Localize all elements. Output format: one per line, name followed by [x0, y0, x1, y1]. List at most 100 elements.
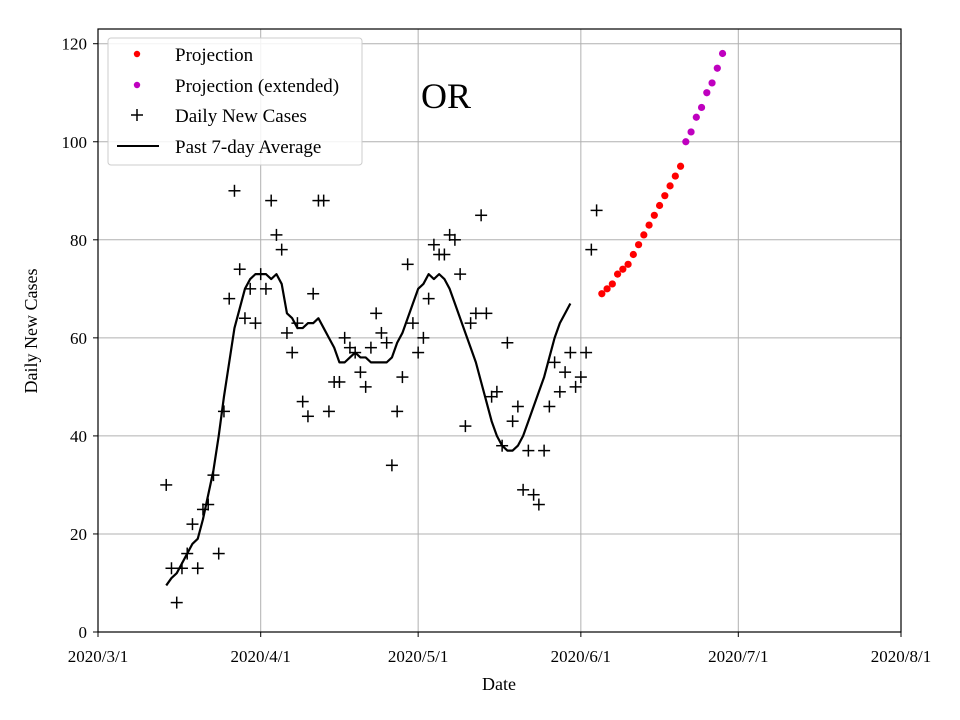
x-tick-label: 2020/5/1 — [388, 647, 448, 666]
x-tick-label: 2020/8/1 — [871, 647, 931, 666]
daily-case-point — [459, 420, 472, 433]
projection-point — [629, 250, 637, 259]
daily-case-point — [448, 233, 461, 246]
projection-point — [666, 182, 674, 190]
projection-point — [624, 260, 632, 268]
daily-case-point — [412, 346, 425, 359]
daily-case-point — [160, 478, 173, 491]
daily-case-point — [191, 562, 204, 575]
chart-title: OR — [421, 76, 471, 116]
x-tick-label: 2020/3/1 — [68, 647, 128, 666]
daily-case-point — [538, 444, 551, 457]
daily-case-point — [527, 488, 540, 501]
y-tick-label: 0 — [79, 623, 88, 642]
daily-case-point — [359, 380, 372, 393]
projection-point — [613, 270, 622, 278]
daily-case-point — [265, 194, 278, 207]
daily-case-point — [475, 209, 488, 222]
daily-case-point — [532, 498, 545, 511]
daily-case-point — [233, 263, 246, 276]
daily-case-point — [569, 380, 582, 393]
projection-extended-point — [682, 138, 690, 146]
daily-case-point — [553, 385, 566, 398]
projection-point — [640, 231, 648, 239]
projection-point — [671, 172, 679, 180]
x-tick-label: 2020/4/1 — [230, 647, 290, 666]
legend-projection-label: Projection — [175, 45, 254, 66]
daily-case-point — [454, 268, 467, 281]
legend: Projection Projection (extended) Daily N… — [107, 37, 363, 166]
daily-case-point — [223, 292, 236, 305]
daily-case-point — [380, 336, 393, 349]
projection-extended-point — [692, 113, 700, 121]
daily-case-point — [548, 356, 561, 369]
daily-case-point — [438, 248, 451, 261]
daily-case-point — [511, 400, 524, 413]
daily-case-point — [469, 307, 482, 320]
daily-case-point — [396, 371, 409, 384]
legend-box — [107, 37, 363, 166]
daily-case-point — [170, 596, 183, 609]
daily-case-point — [564, 346, 577, 359]
projection-extended-point — [708, 79, 716, 87]
daily-case-point — [244, 282, 257, 295]
projection-point — [634, 241, 643, 249]
axis-ticks: 2020/3/1 2020/4/1 2020/5/1 2020/6/1 2020/7/1… — [62, 35, 932, 666]
daily-case-point — [249, 317, 262, 330]
daily-case-point — [343, 341, 356, 354]
projection-extended-point — [718, 49, 727, 58]
daily-case-point — [270, 228, 283, 241]
projection-point — [603, 285, 611, 293]
y-tick-label: 20 — [70, 525, 87, 544]
daily-case-point — [391, 405, 404, 418]
daily-case-point — [506, 415, 519, 428]
daily-case-point — [464, 317, 477, 330]
daily-case-point — [275, 243, 288, 256]
y-tick-label: 100 — [62, 133, 88, 152]
daily-case-point — [286, 346, 299, 359]
daily-case-point — [280, 326, 293, 339]
daily-case-point — [217, 405, 230, 418]
projection-extended-point — [687, 128, 695, 136]
projection-point — [661, 192, 669, 200]
legend-projection-extended-label: Projection (extended) — [175, 76, 339, 97]
daily-case-point — [370, 307, 383, 320]
y-tick-label: 60 — [70, 329, 87, 348]
projection-point — [650, 211, 658, 219]
plot-marks — [160, 49, 727, 609]
daily-case-point — [480, 307, 493, 320]
daily-case-point — [401, 258, 414, 271]
legend-average-label: Past 7-day Average — [175, 137, 321, 158]
y-tick-label: 80 — [70, 231, 87, 250]
daily-case-point — [317, 194, 330, 207]
plot-frame — [97, 28, 902, 633]
daily-case-point — [333, 375, 346, 388]
past-7-day-average-line — [165, 273, 572, 587]
daily-case-point — [375, 326, 388, 339]
daily-case-point — [301, 410, 314, 423]
projection-point — [645, 221, 653, 229]
daily-case-point — [202, 498, 215, 511]
legend-daily-cases-label: Daily New Cases — [175, 106, 307, 127]
projection-point — [655, 201, 664, 210]
daily-case-point — [580, 346, 593, 359]
daily-case-point — [485, 390, 498, 403]
daily-case-point — [196, 503, 209, 516]
legend-daily-cases-marker — [131, 109, 143, 121]
daily-case-point — [585, 243, 598, 256]
y-axis-label: Daily New Cases — [21, 269, 41, 394]
daily-case-point — [522, 444, 535, 457]
daily-case-point — [322, 405, 335, 418]
projection-extended-point — [713, 64, 721, 72]
daily-case-point — [354, 366, 367, 379]
daily-case-point — [212, 547, 225, 560]
daily-case-point — [427, 238, 440, 251]
projection-point — [608, 280, 616, 288]
legend-projection-marker — [133, 50, 141, 58]
daily-case-point — [574, 371, 587, 384]
x-tick-label: 2020/7/1 — [708, 647, 768, 666]
daily-case-point — [238, 312, 251, 325]
daily-case-point — [385, 459, 398, 472]
daily-case-point — [338, 331, 351, 344]
